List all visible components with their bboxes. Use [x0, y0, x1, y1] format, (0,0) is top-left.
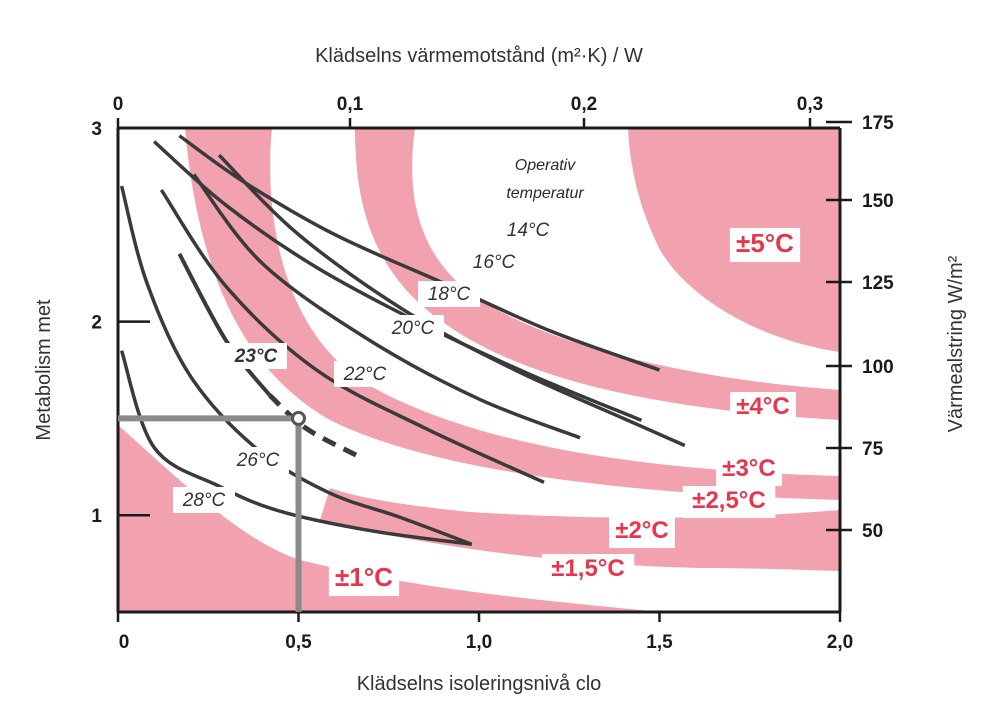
isotherm-label-bg: [497, 217, 559, 243]
zone-label-bg: [328, 562, 400, 596]
zone-label: ±2,5°C: [692, 487, 765, 514]
y2-axis-title: Värmealstring W/m²: [945, 255, 967, 432]
annotation-line-1: Operativ: [515, 157, 576, 174]
annotation-line-2: temperatur: [506, 185, 584, 202]
zone-label: ±1°C: [335, 562, 393, 592]
isotherm-label-bg: [418, 281, 480, 307]
isotherm-label: 28°C: [182, 490, 226, 511]
x-tick-label: 1,0: [466, 632, 492, 653]
zone-label: ±2°C: [615, 517, 668, 544]
isotherm-label-bg: [334, 361, 396, 387]
y2-tick-label: 175: [862, 113, 894, 134]
isotherm-label: 14°C: [507, 220, 550, 241]
band-4c: [355, 128, 840, 420]
isotherm-label-bg: [227, 447, 289, 473]
tolerance-bands: [118, 128, 840, 612]
zone-label-bg: [716, 454, 782, 486]
example-point: [291, 410, 306, 426]
y2-tick-label: 150: [862, 191, 894, 212]
isotherm-curve: [192, 173, 581, 440]
zone-label-bg: [541, 554, 635, 586]
zone-label-bg: [609, 516, 675, 548]
isotherm-label: 16°C: [473, 252, 516, 273]
band-2c: [320, 488, 840, 571]
isotherm-label-bg: [382, 315, 444, 341]
y-tick-label: 2: [91, 313, 102, 334]
isotherm-curves: [119, 134, 686, 546]
isotherm-label-bg: [225, 343, 287, 369]
x-tick-label: 1,5: [646, 632, 673, 653]
x2-tick-label: 0: [113, 94, 124, 115]
x2-tick-label: 0,2: [571, 94, 597, 115]
zone-label: ±5°C: [736, 228, 794, 258]
isotherm-curve: [159, 188, 545, 484]
zone-label-bg: [729, 228, 801, 262]
x-axis-title: Klädselns isoleringsnivå clo: [357, 673, 602, 695]
isotherm-label: 22°C: [343, 364, 387, 385]
isotherm-label: 18°C: [428, 284, 471, 305]
band-3c: [185, 128, 840, 500]
x-tick-label: 0,5: [285, 632, 312, 653]
plot-frame: [116, 126, 842, 614]
zone-label-bg: [682, 486, 776, 518]
zone-label: ±3°C: [722, 455, 775, 482]
y2-tick-label: 75: [862, 439, 884, 460]
x-tick-label: 0: [119, 632, 130, 653]
isotherm-curve: [119, 185, 473, 546]
y2-tick-label: 100: [862, 357, 894, 378]
isotherm-curve: [119, 350, 473, 546]
x2-tick-label: 0,1: [337, 94, 364, 115]
isotherm-curve: [152, 140, 643, 422]
isotherm-curve-dashed: [267, 393, 358, 458]
x2-tick-label: 0,3: [797, 94, 823, 115]
axis-tick-labels: 0 0,5 1,0 1,5 2,0 0 0,1 0,2 0,3 1 2 3 50 75 100 125 150 1…: [91, 94, 894, 653]
zone-labels: ±1°C ±1,5°C ±2°C ±2,5°C ±3°C ±4°C ±5°C: [328, 228, 801, 596]
isotherm-label: 20°C: [391, 318, 435, 339]
isotherm-labels: 14°C 16°C18°C 20°C 22°C 23°C 26°C 28°C: [173, 217, 559, 513]
zone-label: ±1,5°C: [551, 555, 624, 582]
x-tick-label: 2,0: [827, 632, 853, 653]
y-axis-title: Metabolism met: [33, 299, 55, 441]
y2-tick-label: 125: [862, 273, 894, 294]
isotherm-curve: [217, 153, 686, 448]
y2-tick-label: 50: [862, 521, 883, 542]
zone-label-bg: [730, 392, 796, 424]
isotherm-label-bg: [173, 487, 235, 513]
isotherm-label: 23°C: [234, 346, 278, 367]
isotherm-curve: [177, 252, 272, 397]
y-tick-label: 3: [91, 119, 102, 140]
zone-label: ±4°C: [736, 393, 789, 420]
isotherm-label: 26°C: [236, 450, 280, 471]
x2-axis-title: Klädselns värmemotstånd (m²·K) / W: [315, 45, 643, 67]
band-1c: [118, 425, 660, 612]
isotherm-label-bg: [463, 249, 525, 275]
y-tick-label: 1: [91, 506, 102, 527]
axis-ticks: [116, 118, 852, 622]
example-point-marker: [118, 410, 306, 612]
